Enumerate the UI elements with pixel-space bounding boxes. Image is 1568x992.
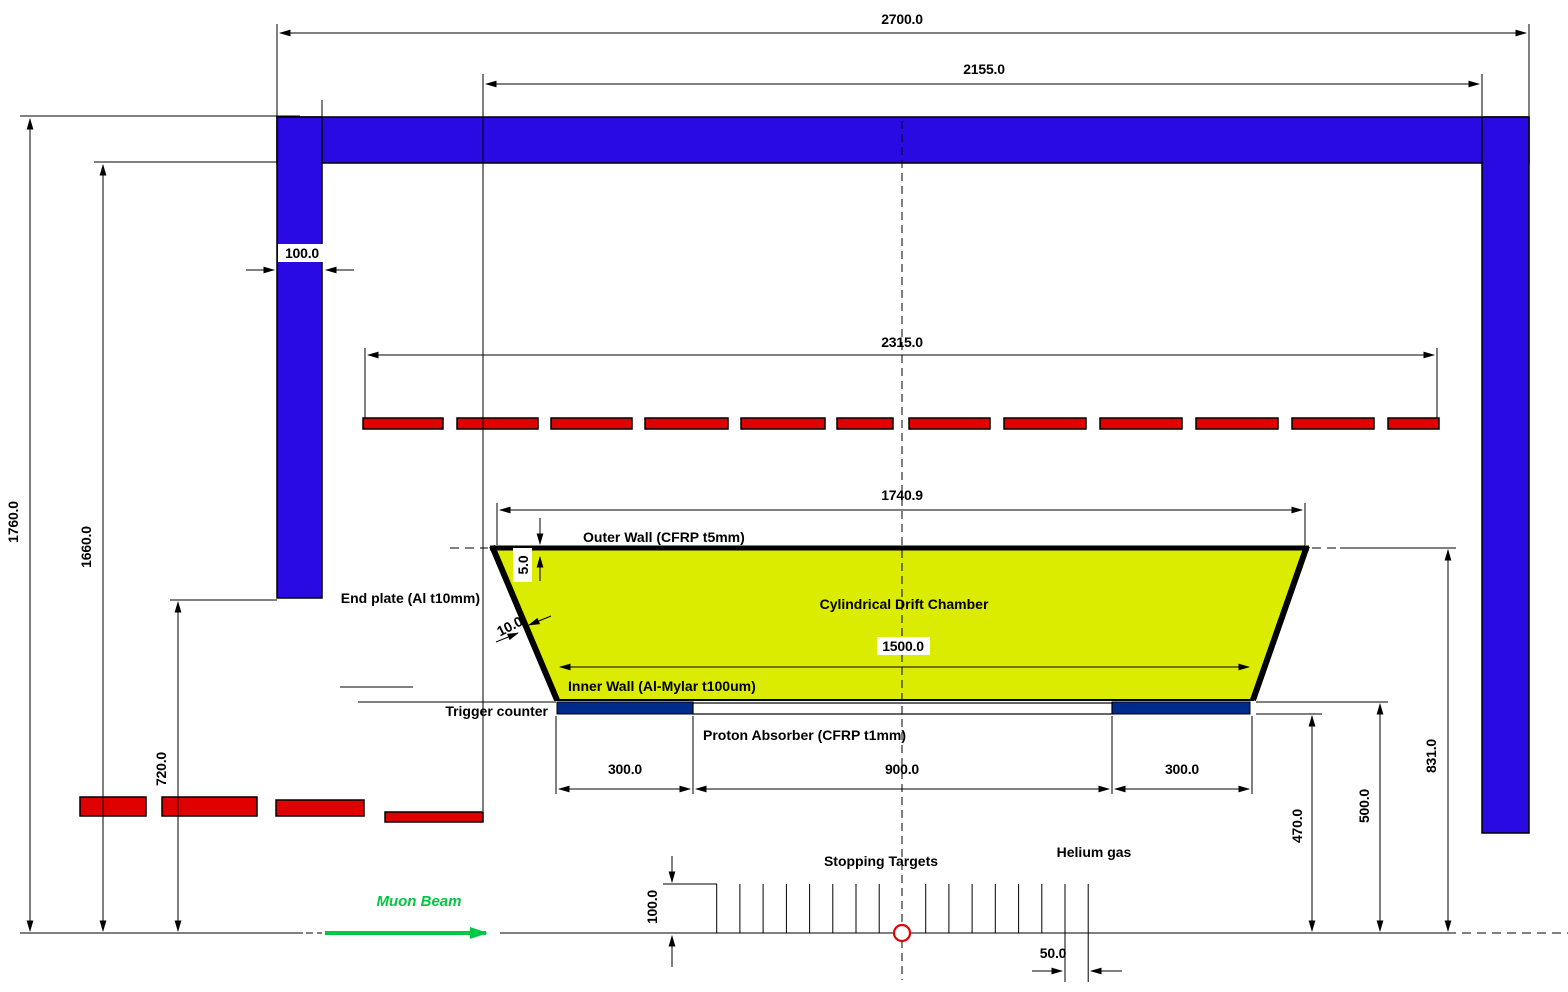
dim-magnet-inner-width: 2155.0 [963,61,1005,77]
dim-dash-row-length: 2315.0 [881,334,923,350]
dim-cdc-inner-length: 1500.0 [882,638,924,654]
yoke-top-bar [276,116,1530,164]
dimension-texts: 2700.0 2155.0 2315.0 1740.9 1500.0 100.0… [5,11,1439,961]
dim-trigger-right: 300.0 [1165,761,1199,777]
dim-absorber-length: 900.0 [885,761,919,777]
dim-1500-bg [877,637,930,655]
trigger-counter-right [1111,701,1251,715]
dim-yoke-thickness: 100.0 [285,245,319,261]
cdc-left-end-plate [489,544,560,702]
dim-target-pitch: 50.0 [1040,945,1067,961]
label-helium-gas: Helium gas [1057,844,1132,860]
dimension-lines [26,29,1527,975]
label-proton-absorber: Proton Absorber (CFRP t1mm) [703,727,906,743]
dim-5-bg [513,548,532,582]
stopping-targets [663,883,1089,982]
dim-left-yoke-bottom: 720.0 [153,752,169,786]
yoke-right-column [1481,116,1530,834]
dim-target-radius: 100.0 [644,890,660,924]
component-labels: Outer Wall (CFRP t5mm) End plate (Al t10… [341,529,1132,910]
yoke-left-column [276,116,323,599]
cdc-right-end-plate [1250,545,1310,701]
dim-trigger-left: 300.0 [608,761,642,777]
label-outer-wall: Outer Wall (CFRP t5mm) [583,529,745,545]
label-trigger-counter: Trigger counter [445,703,548,719]
label-stopping-targets: Stopping Targets [824,853,938,869]
dim-outer-wall-radius: 831.0 [1423,739,1439,773]
beam-center-marker [892,923,912,943]
dim-inner-wall-radius: 500.0 [1356,789,1372,823]
cylindrical-drift-chamber-body [489,544,1310,702]
red-dash-row-upper [362,417,1440,430]
dim-outer-wall-thickness: 5.0 [515,555,531,574]
label-inner-wall: Inner Wall (Al-Mylar t100um) [568,678,756,694]
label-end-plate: End plate (Al t10mm) [341,590,480,606]
inner-detectors [556,701,1251,715]
label-drift-chamber: Cylindrical Drift Chamber [820,596,989,612]
cdc-gas-volume [492,547,1307,700]
dim-cdc-outer-length: 1740.9 [881,487,923,503]
dim-overall-width: 2700.0 [881,11,923,27]
dim-trigger-radius: 470.0 [1289,809,1305,843]
dim-100-bg [278,244,326,262]
trigger-counter-left [556,701,694,715]
label-muon-beam: Muon Beam [376,893,461,910]
red-dash-row-lower-left [79,796,484,823]
dim-overall-height: 1760.0 [5,501,21,543]
magnet-yoke [276,116,1530,834]
dim-inner-height: 1660.0 [78,526,94,568]
